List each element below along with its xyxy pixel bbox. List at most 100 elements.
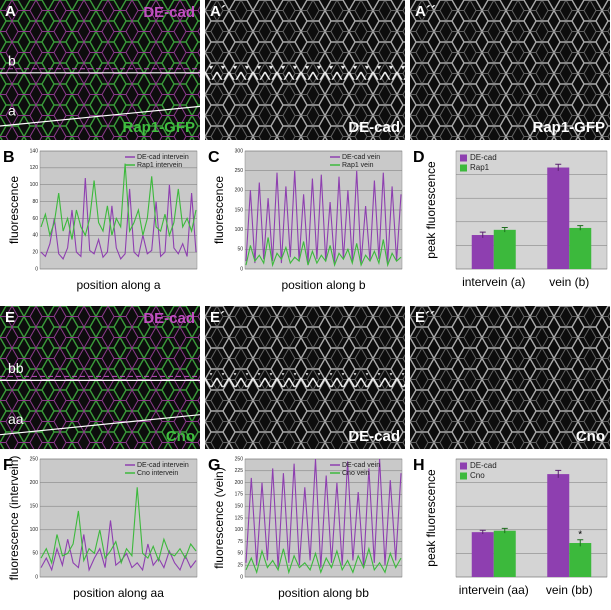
y-axis-label: fluorescence (vein) (212, 467, 226, 568)
legend-swatch (460, 472, 467, 480)
error-bar (577, 539, 584, 547)
legend-label: DE-cad intervein (137, 462, 189, 469)
bar (471, 235, 494, 269)
vein-row (205, 373, 405, 388)
panel-letter: E´´ (415, 309, 435, 326)
panel-letter: B (3, 149, 15, 166)
y-tick-label: 25 (237, 563, 243, 569)
y-tick-label: 0 (240, 574, 243, 580)
error-bar (501, 226, 508, 233)
legend-label: Cno (470, 471, 485, 480)
y-tick-label: 250 (235, 168, 244, 174)
legend-label: DE-cad vein (342, 154, 380, 161)
data-line (40, 163, 197, 240)
line-label: bb (8, 360, 24, 376)
y-tick-label: 125 (235, 515, 244, 521)
legend-swatch (460, 164, 467, 172)
y-tick-label: 20 (32, 249, 38, 255)
bar (493, 530, 516, 577)
x-tick-label: vein (b) (549, 275, 589, 289)
y-tick-label: 200 (235, 188, 244, 194)
line-label: b (8, 53, 16, 69)
channel-label: DE-cad (348, 119, 400, 136)
x-tick-label: intervein (aa) (459, 583, 529, 597)
bar (547, 474, 570, 577)
panel-letter: A´ (210, 3, 226, 20)
y-tick-label: 250 (235, 456, 244, 462)
micrograph: A´ DE-cad (205, 0, 405, 140)
legend-label: Rap1 (470, 163, 490, 172)
legend-swatch (460, 462, 467, 470)
bar (569, 543, 592, 577)
error-bar (577, 225, 584, 231)
legend-label: Cno intervein (137, 470, 178, 477)
channel-label: Cno (166, 428, 195, 445)
panel-letter: A´´ (415, 3, 436, 20)
error-bar (479, 231, 486, 238)
data-line (245, 170, 402, 264)
channel-label: DE-cad (143, 4, 195, 21)
y-axis-label: fluorescence (212, 176, 226, 244)
bar (547, 167, 570, 269)
y-tick-label: 100 (30, 527, 39, 533)
bar (493, 229, 516, 269)
y-tick-label: 100 (30, 182, 39, 188)
x-axis-label: position along bb (278, 586, 369, 600)
data-line (40, 487, 197, 565)
micrograph: E´ DE-cad (205, 306, 405, 449)
data-line (40, 177, 197, 260)
channel-label: DE-cad (348, 428, 400, 445)
micrograph: E DE-cad Cno bb aa (0, 306, 201, 449)
plot-area (39, 458, 198, 578)
legend-label: Cno vein (342, 470, 370, 477)
y-tick-label: 150 (30, 504, 39, 510)
legend-swatch (460, 154, 467, 162)
x-tick-label: intervein (a) (462, 275, 525, 289)
y-tick-label: 150 (235, 207, 244, 213)
legend-label: Rap1 vein (342, 162, 374, 169)
y-axis-label: fluorescence (intervein) (7, 456, 21, 581)
error-bar (479, 529, 486, 535)
line-label: a (8, 103, 16, 119)
y-tick-label: 175 (235, 492, 244, 498)
cell-outlines (410, 0, 610, 140)
channel-label: Rap1-GFP (122, 119, 195, 136)
y-tick-label: 300 (235, 148, 244, 154)
x-axis-label: position along a (76, 278, 160, 292)
y-axis-label: fluorescence (7, 176, 21, 244)
x-axis-label: position along b (281, 278, 365, 292)
y-tick-label: 120 (30, 165, 39, 171)
data-line (245, 546, 402, 575)
y-tick-label: 100 (235, 227, 244, 233)
legend-label: DE-cad (470, 461, 497, 470)
y-axis-label: peak fluorescence (424, 161, 438, 259)
x-axis-label: position along aa (73, 586, 164, 600)
panel-letter: E´ (210, 309, 225, 326)
y-tick-label: 100 (235, 527, 244, 533)
y-tick-label: 50 (237, 247, 243, 253)
line-label: aa (8, 411, 24, 427)
cell-outlines (410, 306, 610, 449)
micrograph: A´´ Rap1-GFP (410, 0, 610, 140)
vein-row (205, 65, 405, 80)
error-bar (555, 469, 562, 478)
channel-label: DE-cad (143, 310, 195, 327)
legend-label: DE-cad intervein (137, 154, 189, 161)
channel-label: Cno (576, 428, 605, 445)
bar (569, 227, 592, 269)
data-line (245, 237, 402, 268)
y-tick-label: 0 (35, 574, 38, 580)
y-tick-label: 75 (237, 539, 243, 545)
legend-label: DE-cad (470, 153, 497, 162)
panel-letter: D (413, 149, 425, 166)
y-axis-label: peak fluorescence (424, 469, 438, 567)
panel-letter: H (413, 457, 425, 474)
x-tick-label: vein (bb) (546, 583, 593, 597)
